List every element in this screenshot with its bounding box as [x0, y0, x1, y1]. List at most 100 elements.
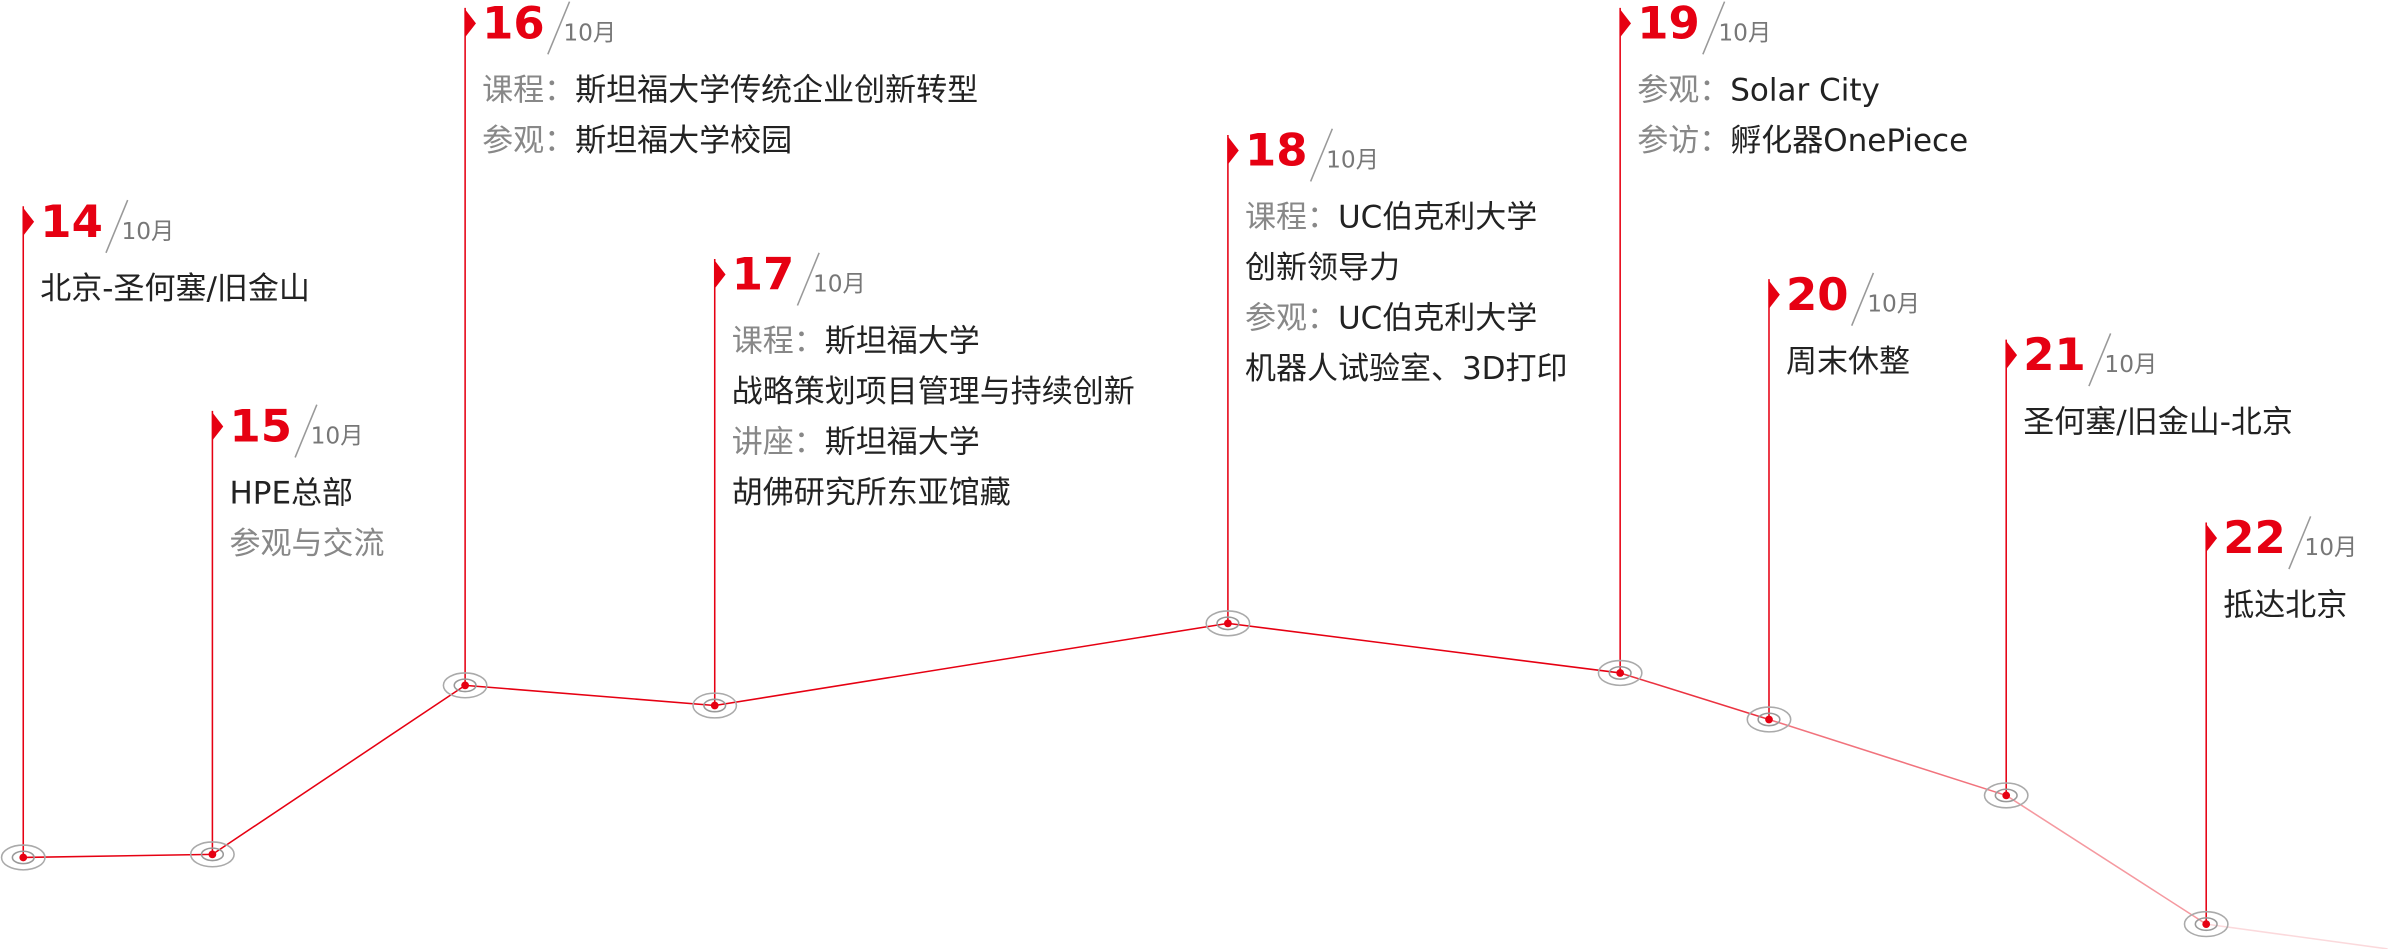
line-label: 课程：	[482, 72, 575, 108]
line-text: 课程：UC伯克利大学	[1245, 199, 1537, 235]
line-value: 北京-圣何塞/旧金山	[40, 271, 310, 307]
connector	[1619, 672, 1770, 721]
slash	[2288, 516, 2312, 570]
connector	[1768, 718, 2007, 797]
month: 10月	[1718, 19, 1771, 46]
day: 21	[2023, 328, 2086, 381]
slash	[547, 1, 571, 55]
dot	[710, 701, 719, 710]
line-value: 抵达北京	[2223, 587, 2347, 623]
flag	[465, 9, 476, 38]
dot-ring	[1994, 788, 2018, 803]
dot	[2202, 920, 2211, 928]
slash	[294, 404, 318, 458]
slash	[105, 199, 129, 254]
line-value: UC伯克利大学	[1338, 199, 1537, 235]
line-text: 抵达北京	[2223, 587, 2347, 623]
line-text: 周末休整	[1786, 343, 1910, 379]
connector	[714, 622, 1229, 707]
line-label: 课程：	[732, 323, 825, 359]
line-label: 参观：	[1245, 300, 1338, 336]
dot-ring	[442, 672, 488, 699]
line-value: 战略策划项目管理与持续创新	[732, 374, 1135, 410]
dot-ring	[453, 678, 477, 693]
dot	[19, 853, 28, 862]
line-value: 斯坦福大学	[825, 323, 980, 359]
dot	[1224, 619, 1232, 628]
month: 10月	[1326, 147, 1379, 174]
connector	[1227, 622, 1621, 674]
connector	[2005, 794, 2207, 925]
line-text: 课程：斯坦福大学传统企业创新转型	[482, 72, 978, 108]
month: 10月	[2304, 534, 2357, 561]
month: 10月	[813, 271, 866, 298]
line-value: 机器人试验室、3D打印	[1245, 350, 1568, 386]
line-label: 参观：	[1637, 72, 1730, 108]
line-text: 北京-圣何塞/旧金山	[40, 271, 310, 307]
connector	[211, 684, 466, 855]
dot-ring	[200, 847, 225, 862]
slash	[796, 252, 820, 306]
line-value: 斯坦福大学校园	[575, 122, 792, 158]
line-label: 参访：	[1637, 122, 1730, 158]
flag	[2006, 341, 2018, 370]
day: 19	[1637, 0, 1700, 49]
day: 16	[482, 0, 545, 49]
connector	[465, 684, 715, 707]
dot-ring	[692, 692, 738, 719]
day: 17	[732, 248, 795, 301]
slash	[1702, 1, 1726, 55]
line-value: 周末休整	[1786, 343, 1910, 379]
line-label: 参观与交流	[229, 526, 384, 562]
line-text: 讲座：斯坦福大学	[732, 424, 980, 460]
flag	[714, 260, 726, 289]
dot-ring	[1757, 712, 1781, 727]
dot	[461, 681, 469, 690]
line-text: 参观：Solar City	[1637, 72, 1880, 108]
line-value: 创新领导力	[1245, 250, 1400, 286]
flag	[1768, 280, 1780, 309]
line-value: UC伯克利大学	[1338, 300, 1537, 336]
dot	[2002, 791, 2011, 800]
line-text: 机器人试验室、3D打印	[1245, 350, 1568, 386]
day: 15	[229, 400, 292, 453]
dot-ring	[1216, 616, 1240, 631]
line-value: 胡佛研究所东亚馆藏	[732, 474, 1011, 510]
line-text: 胡佛研究所东亚馆藏	[732, 474, 1011, 510]
line-text: 创新领导力	[1245, 250, 1400, 286]
dot-ring	[1205, 610, 1251, 637]
day: 22	[2223, 511, 2286, 564]
month: 10月	[121, 218, 174, 245]
day: 18	[1245, 124, 1308, 177]
line-value: 斯坦福大学传统企业创新转型	[575, 72, 978, 108]
flag	[212, 412, 224, 441]
line-label: 参观：	[482, 122, 575, 158]
dot-ring	[189, 841, 235, 868]
line-value: HPE总部	[229, 475, 353, 511]
dot-ring	[0, 844, 46, 871]
dot-ring	[11, 850, 35, 865]
month: 10月	[563, 19, 616, 46]
line-value: 斯坦福大学	[825, 424, 980, 460]
dot	[208, 850, 217, 859]
day: 20	[1786, 268, 1849, 321]
line-label: 课程：	[1245, 199, 1338, 235]
line-text: HPE总部	[229, 475, 353, 511]
line-value: 圣何塞/旧金山-北京	[2023, 404, 2293, 440]
day: 14	[40, 195, 103, 248]
line-text: 参观：UC伯克利大学	[1245, 300, 1537, 336]
month: 10月	[1867, 291, 1920, 318]
month: 10月	[311, 422, 364, 449]
connector-tail	[2206, 923, 2388, 949]
line-value: Solar City	[1730, 72, 1880, 108]
line-value: 孵化器OnePiece	[1730, 122, 1968, 158]
slash	[2088, 333, 2112, 387]
flag	[1227, 136, 1239, 165]
dot-ring	[1597, 659, 1643, 687]
line-text: 参观与交流	[229, 526, 384, 562]
dot-ring	[703, 698, 727, 713]
slash	[1850, 272, 1875, 326]
flag	[23, 207, 35, 236]
line-text: 参观：斯坦福大学校园	[482, 122, 792, 158]
